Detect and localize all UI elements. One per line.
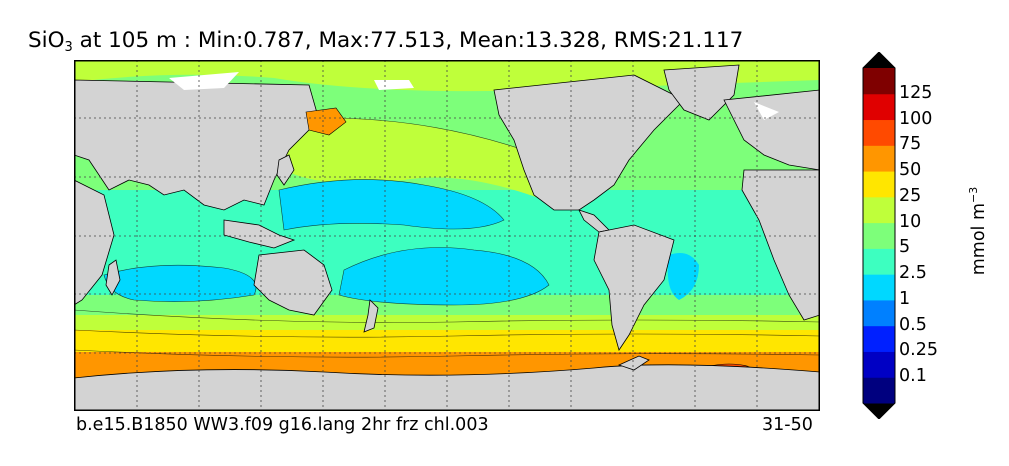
map-frame	[74, 60, 820, 411]
colorbar-outline	[862, 52, 896, 419]
land-south-america	[593, 224, 675, 351]
colorbar-swatch	[863, 299, 895, 327]
colorbar-tick-label: 0.5	[899, 314, 927, 335]
region-npac-10	[274, 118, 544, 200]
map-title: SiO3 at 105 m : Min:0.787, Max:77.513, M…	[28, 28, 743, 55]
colorbar-swatch	[863, 93, 895, 121]
land-europe	[723, 89, 820, 171]
colorbar-swatch	[863, 222, 895, 249]
colorbar-swatch	[863, 68, 895, 95]
colorbar-tick-label: 75	[899, 134, 922, 155]
colorbar-tick-label: 25	[899, 185, 922, 206]
colorbar-tick-label: 0.1	[899, 366, 927, 387]
colorbar-tick-label: 10	[899, 211, 922, 232]
region-npac-gyre	[279, 179, 504, 230]
land-japan	[276, 154, 295, 186]
region-indian-gyre	[104, 265, 256, 302]
colorbar-swatch	[863, 145, 895, 172]
region-spac-gyre	[339, 247, 549, 305]
title-variable: SiO	[28, 28, 65, 53]
land-nz	[363, 299, 379, 333]
colorbar-swatch	[863, 196, 895, 224]
colorbar-swatch	[863, 248, 895, 275]
colorbar-swatch	[863, 171, 895, 198]
colorbar-extend-max	[863, 52, 895, 68]
colorbar-swatch	[863, 351, 895, 378]
units-exponent: −3	[967, 186, 980, 203]
title-subscript: 3	[64, 40, 73, 55]
colorbar-tick-label: 1	[899, 288, 911, 309]
land-indonesia	[223, 219, 296, 249]
colorbar-swatch	[863, 119, 895, 146]
region-satl-gyre	[667, 252, 699, 300]
colorbar	[862, 52, 896, 419]
case-name: b.e15.B1850 WW3.f09 g16.lang 2hr frz chl…	[76, 415, 489, 435]
land-masses	[74, 64, 820, 411]
colorbar-tick-label: 50	[899, 160, 922, 181]
land-antarctic-peninsula	[617, 355, 650, 371]
land-africa-east	[74, 179, 115, 306]
colorbar-tick-label: 5	[899, 237, 911, 258]
colorbar-swatch	[863, 325, 895, 352]
colorbar-swatch	[863, 274, 895, 301]
land-africa-west	[741, 169, 820, 321]
colorbar-tick-label: 0.25	[899, 340, 938, 361]
land-north-america	[493, 74, 685, 211]
land-antarctica	[74, 364, 820, 411]
year-range: 31-50	[762, 415, 813, 435]
contours	[74, 117, 820, 358]
colorbar-units: mmol m−3	[948, 176, 1008, 286]
title-stats: at 105 m : Min:0.787, Max:77.513, Mean:1…	[72, 28, 744, 53]
land-greenland	[663, 64, 740, 121]
ocean-map	[74, 60, 820, 411]
graticule	[74, 60, 820, 411]
colorbar-swatch	[863, 377, 895, 404]
colorbar-tick-label: 100	[899, 108, 933, 129]
sea-ice	[169, 72, 779, 120]
land-australia	[253, 249, 333, 316]
colorbar-extend-min	[863, 403, 895, 419]
land-asia-west	[74, 79, 320, 211]
colorbar-tick-label: 125	[899, 82, 933, 103]
land-madagascar	[105, 259, 121, 296]
region-okhotsk	[305, 107, 347, 136]
units-base: mmol m	[969, 202, 989, 276]
colorbar-tick-label: 2.5	[899, 263, 927, 284]
